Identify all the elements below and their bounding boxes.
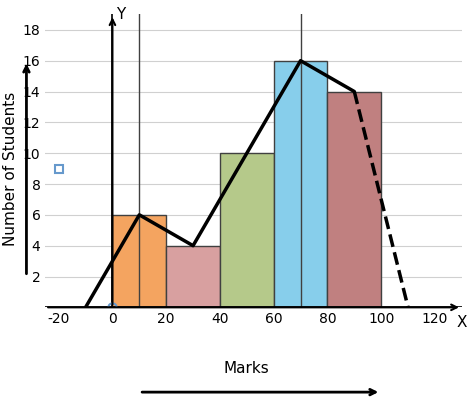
Text: Number of Students: Number of Students <box>3 92 18 246</box>
Bar <box>112 215 166 307</box>
Text: X: X <box>456 315 467 330</box>
Text: Marks: Marks <box>224 361 270 376</box>
Bar <box>220 153 273 307</box>
Bar <box>328 92 381 307</box>
Bar <box>273 61 328 307</box>
Text: Y: Y <box>117 7 126 22</box>
Bar <box>166 246 220 307</box>
